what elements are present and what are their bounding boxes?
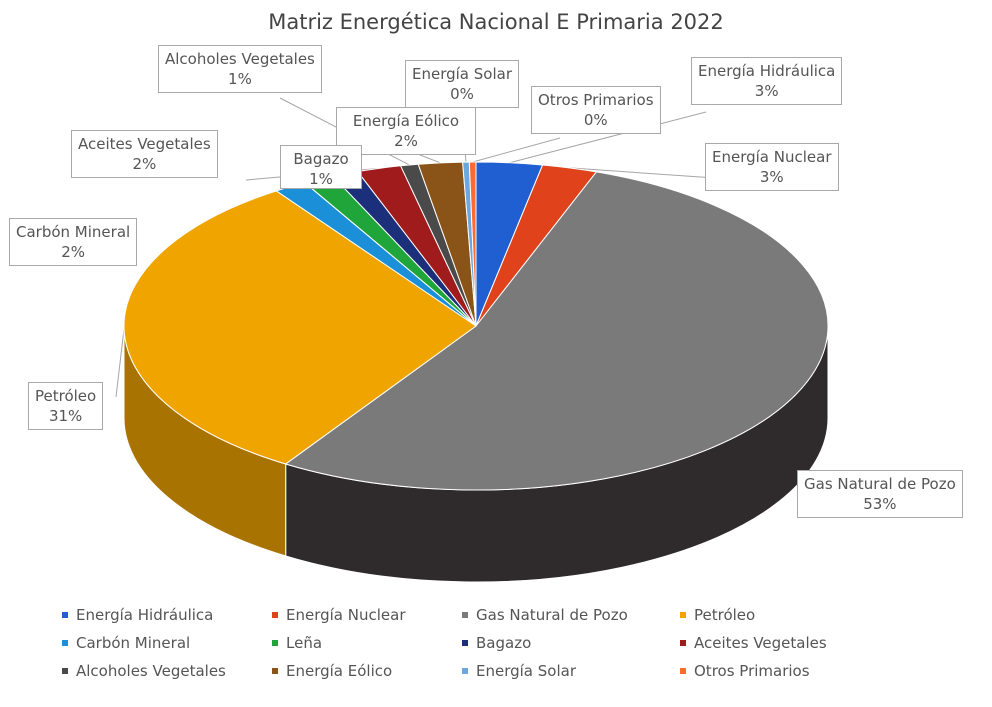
callout-gas-natural-de-pozo: Gas Natural de Pozo 53% [797, 470, 963, 518]
callout-petroleo: Petróleo 31% [28, 382, 104, 430]
legend-item: Energía Hidráulica [62, 606, 272, 624]
leader-line-energia-hidraulica [509, 111, 707, 164]
callout-otros-primarios: Otros Primarios 0% [531, 86, 661, 134]
callout-percent: 3% [754, 82, 779, 100]
callout-bagazo: Bagazo 1% [280, 145, 362, 189]
legend-label: Energía Solar [476, 662, 576, 680]
legend-item: Energía Nuclear [272, 606, 462, 624]
legend-label: Otros Primarios [694, 662, 810, 680]
legend-item: Leña [272, 634, 462, 652]
callout-name: Otros Primarios [538, 91, 654, 109]
callout-percent: 2% [394, 132, 418, 150]
legend-swatch [62, 668, 68, 674]
pie-tops [123, 161, 829, 491]
callout-percent: 53% [863, 495, 897, 513]
callout-carbon-mineral: Carbón Mineral 2% [9, 218, 138, 266]
legend: Energía Hidráulica Energía Nuclear Gas N… [62, 606, 922, 680]
legend-swatch [62, 640, 68, 646]
legend-swatch [272, 640, 278, 646]
callout-percent: 31% [48, 407, 83, 425]
callout-name: Petróleo [35, 387, 97, 405]
callout-alcoholes-vegetales: Alcoholes Vegetales 1% [158, 45, 322, 93]
chart-title: Matriz Energética Nacional E Primaria 20… [268, 10, 724, 34]
callout-energia-hidraulica: Energía Hidráulica 3% [691, 57, 843, 105]
callout-percent: 3% [759, 168, 784, 186]
legend-swatch [62, 612, 68, 618]
callout-percent: 2% [132, 155, 157, 173]
leader-line-otros-primarios [472, 137, 561, 163]
callout-energia-nuclear: Energía Nuclear 3% [705, 143, 839, 191]
callout-name: Bagazo [293, 150, 349, 168]
callout-name: Energía Hidráulica [698, 62, 836, 80]
legend-item: Otros Primarios [680, 662, 890, 680]
legend-item: Energía Solar [462, 662, 680, 680]
legend-swatch [462, 668, 468, 674]
legend-item: Energía Eólico [272, 662, 462, 680]
callout-name: Aceites Vegetales [78, 135, 211, 153]
callout-energia-solar: Energía Solar 0% [405, 60, 519, 108]
legend-item: Petróleo [680, 606, 890, 624]
legend-item: Aceites Vegetales [680, 634, 890, 652]
callout-percent: 2% [61, 243, 85, 261]
leader-line-energia-nuclear [569, 167, 716, 179]
pie-slice-gas-natural-de-pozo [284, 171, 829, 491]
legend-swatch [680, 668, 686, 674]
legend-label: Carbón Mineral [76, 634, 191, 652]
callout-name: Gas Natural de Pozo [804, 475, 956, 493]
legend-swatch [272, 612, 278, 618]
leader-line-energia-eolico [419, 154, 441, 164]
legend-label: Energía Nuclear [286, 606, 406, 624]
legend-swatch [680, 612, 686, 618]
legend-label: Energía Eólico [286, 662, 393, 680]
callout-aceites-vegetales: Aceites Vegetales 2% [71, 130, 218, 178]
legend-item: Alcoholes Vegetales [62, 662, 272, 680]
pie-slice-otros-primarios [468, 161, 477, 327]
legend-item: Carbón Mineral [62, 634, 272, 652]
legend-swatch [272, 668, 278, 674]
legend-label: Petróleo [694, 606, 756, 624]
legend-item: Gas Natural de Pozo [462, 606, 680, 624]
callout-percent: 0% [583, 111, 608, 129]
callout-name: Energía Solar [412, 65, 512, 83]
legend-swatch [680, 640, 686, 646]
callout-percent: 1% [228, 70, 252, 88]
legend-label: Energía Hidráulica [76, 606, 214, 624]
legend-label: Leña [286, 634, 323, 652]
pie-slice-petroleo [123, 190, 477, 465]
legend-item: Bagazo [462, 634, 680, 652]
callout-percent: 0% [450, 85, 474, 103]
callout-name: Alcoholes Vegetales [165, 50, 315, 68]
legend-swatch [462, 640, 468, 646]
leader-line-petroleo [115, 328, 125, 398]
callout-name: Energía Eólico [352, 112, 460, 130]
legend-label: Gas Natural de Pozo [476, 606, 628, 624]
legend-label: Alcoholes Vegetales [76, 662, 226, 680]
callout-name: Energía Nuclear [712, 148, 832, 166]
legend-swatch [462, 612, 468, 618]
callout-name: Carbón Mineral [16, 223, 131, 241]
callout-percent: 1% [309, 170, 333, 188]
legend-label: Bagazo [476, 634, 532, 652]
legend-label: Aceites Vegetales [694, 634, 827, 652]
